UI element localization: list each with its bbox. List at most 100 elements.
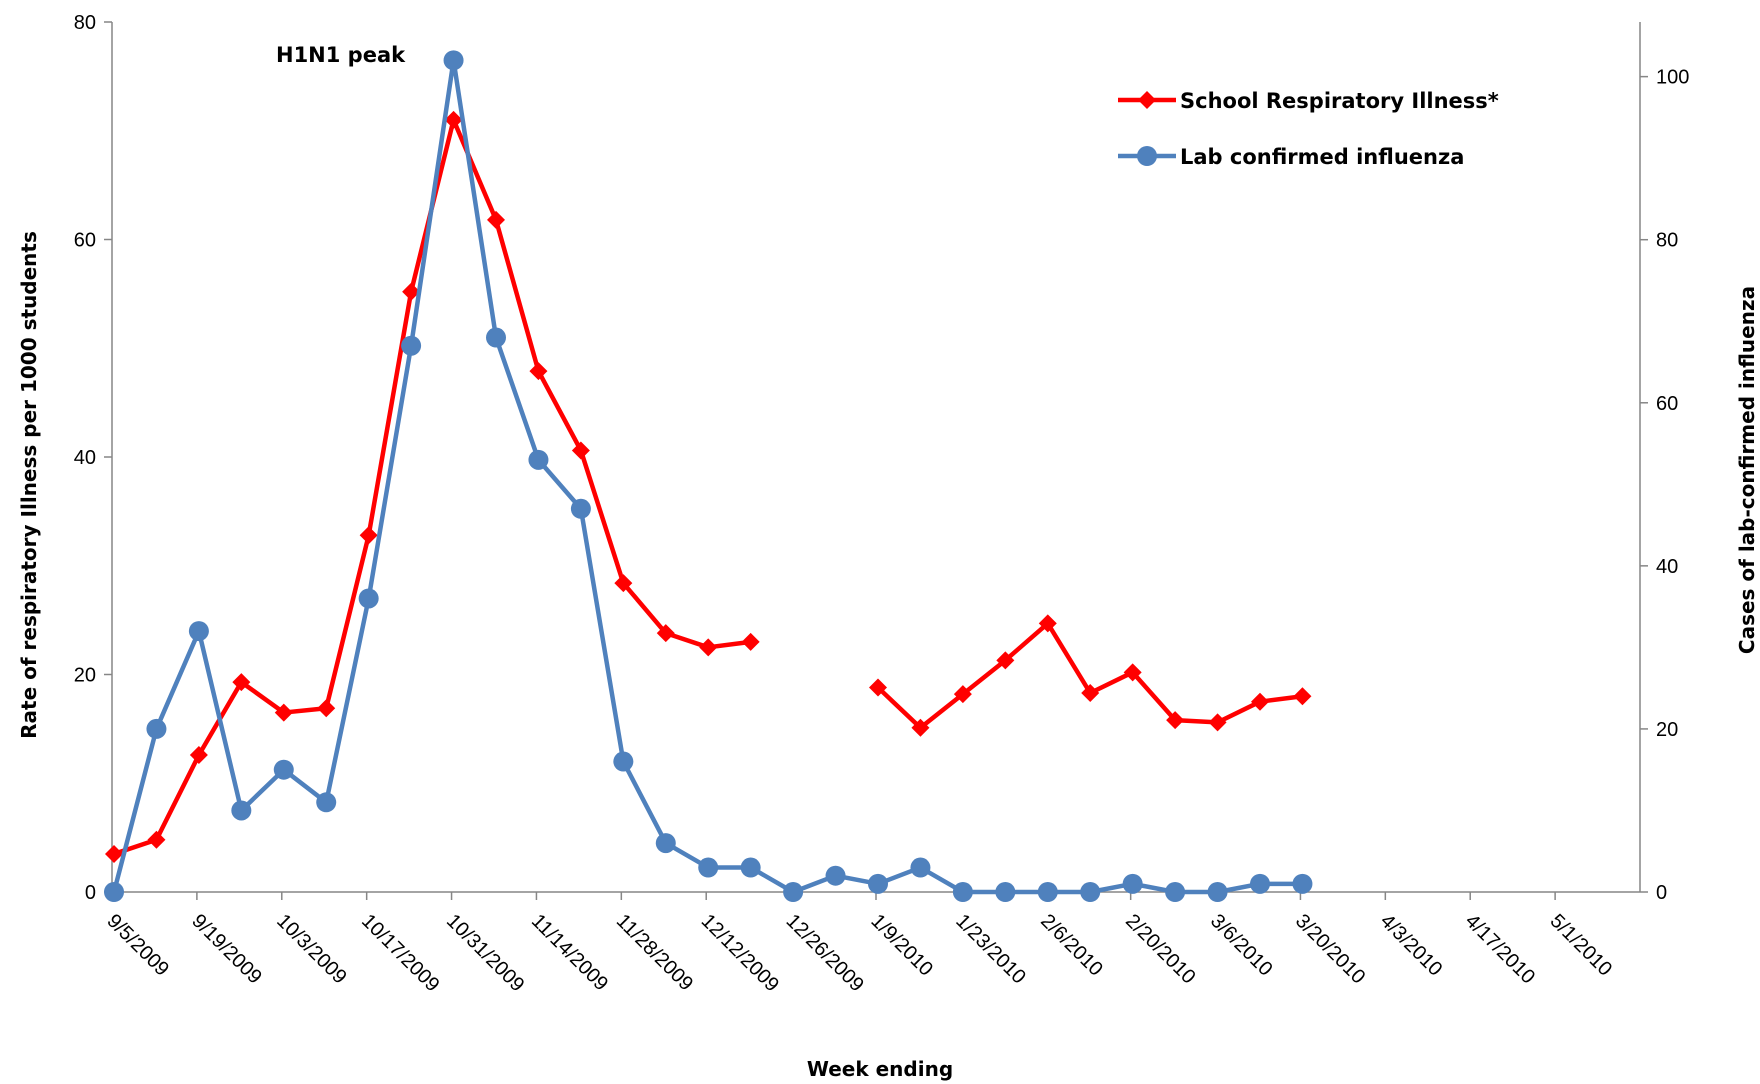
data-point: [1250, 873, 1270, 894]
y-right-tick-label: 80: [1656, 230, 1678, 252]
data-point: [741, 632, 760, 651]
data-point: [1165, 882, 1186, 902]
legend-marker: [1138, 91, 1156, 109]
x-tick-label: 12/26/2009: [782, 910, 868, 996]
x-tick-label: 10/3/2009: [272, 910, 350, 988]
data-point: [529, 362, 548, 381]
data-point: [868, 873, 888, 894]
data-point: [104, 882, 124, 902]
x-tick-label: 11/28/2009: [612, 910, 697, 995]
left-axis-ticks: 0 20 40 60 80: [74, 12, 112, 904]
x-tick-label: 3/6/2010: [1206, 910, 1277, 981]
data-point: [402, 282, 421, 301]
x-axis-ticks: 9/5/2009 9/19/2009 10/3/2009 10/17/200910/3…: [102, 892, 1616, 996]
data-point: [231, 800, 252, 821]
data-point: [1208, 713, 1227, 732]
data-point: [317, 699, 336, 718]
data-point: [1080, 882, 1101, 902]
data-point: [444, 110, 463, 129]
y-left-tick-label: 80: [74, 12, 96, 34]
data-point: [655, 833, 676, 854]
data-point: [570, 498, 591, 519]
data-point: [869, 678, 887, 697]
legend-entry: Lab confirmed influenza: [1118, 145, 1464, 169]
x-tick-label: 12/12/2009: [697, 910, 783, 996]
y-axis-right-title: Cases of lab-confirmed influenza: [1735, 286, 1759, 654]
x-tick-label: 11/14/2009: [527, 910, 612, 995]
data-point: [146, 718, 167, 739]
data-point: [995, 882, 1016, 902]
data-point: [147, 830, 166, 849]
data-point: [614, 574, 633, 593]
x-tick-label: 2/20/2010: [1121, 910, 1199, 988]
data-point: [1122, 873, 1143, 894]
data-point: [401, 335, 422, 356]
data-point: [486, 327, 506, 348]
data-point: [273, 759, 294, 780]
legend-marker: [1137, 146, 1157, 166]
data-point: [1293, 687, 1312, 706]
data-point: [996, 651, 1015, 670]
data-point: [783, 882, 804, 902]
series-layer: [104, 50, 1313, 902]
data-point: [911, 718, 930, 737]
y-right-tick-label: 40: [1656, 556, 1678, 578]
data-point: [1081, 683, 1100, 702]
x-tick-label: 4/17/2010: [1461, 910, 1539, 988]
data-point: [188, 621, 209, 642]
data-point: [953, 685, 972, 704]
x-tick-label: 9/19/2009: [187, 910, 265, 988]
data-point: [189, 745, 208, 764]
y-right-tick-label: 0: [1656, 882, 1667, 904]
data-point: [1166, 711, 1185, 730]
x-tick-label: 4/3/2010: [1376, 910, 1447, 981]
x-tick-label: 5/1/2010: [1546, 910, 1617, 981]
data-point: [443, 50, 464, 71]
x-tick-label: 9/5/2009: [102, 910, 173, 981]
y-left-tick-label: 40: [74, 447, 96, 469]
y-right-tick-label: 60: [1656, 393, 1678, 415]
data-point: [1037, 882, 1058, 902]
data-point: [358, 588, 379, 609]
data-point: [825, 865, 846, 886]
data-point: [613, 751, 634, 772]
legend: School Respiratory Illness* Lab confirmed…: [1118, 89, 1499, 169]
data-point: [1251, 692, 1269, 711]
data-point: [1207, 882, 1228, 902]
series-school-respiratory-illness: [105, 110, 1312, 863]
data-point: [656, 624, 675, 643]
x-tick-label: 1/9/2010: [866, 910, 937, 981]
x-tick-label: 3/20/2010: [1291, 910, 1369, 988]
x-tick-label: 10/17/2009: [357, 910, 443, 996]
series-line: [113, 117, 751, 857]
series-line: [876, 621, 1303, 731]
y-left-tick-label: 60: [74, 230, 96, 252]
data-point: [740, 857, 761, 878]
legend-label: School Respiratory Illness*: [1180, 89, 1499, 113]
y-right-tick-label: 20: [1656, 719, 1678, 741]
data-point: [952, 882, 973, 902]
data-point: [487, 210, 505, 229]
series-lab-confirmed-influenza: [104, 50, 1313, 902]
data-point: [1038, 614, 1057, 633]
data-point: [571, 441, 590, 460]
x-axis-title: Week ending: [807, 1057, 953, 1081]
data-point: [699, 638, 718, 657]
data-point: [105, 844, 123, 863]
x-tick-label: 1/23/2010: [951, 910, 1029, 988]
y-left-tick-label: 20: [74, 665, 96, 687]
data-point: [232, 673, 251, 692]
data-point: [528, 449, 549, 470]
legend-entry: School Respiratory Illness*: [1118, 89, 1499, 113]
x-tick-label: 2/6/2010: [1036, 910, 1107, 981]
data-point: [698, 857, 719, 878]
data-point: [1292, 873, 1313, 894]
legend-label: Lab confirmed influenza: [1180, 145, 1464, 169]
x-tick-label: 10/31/2009: [442, 910, 528, 996]
right-axis-ticks: 0 20 40 60 80 100: [1640, 67, 1689, 904]
data-point: [274, 703, 293, 722]
data-point: [316, 792, 337, 813]
data-point: [1123, 663, 1142, 682]
data-point: [910, 857, 931, 878]
